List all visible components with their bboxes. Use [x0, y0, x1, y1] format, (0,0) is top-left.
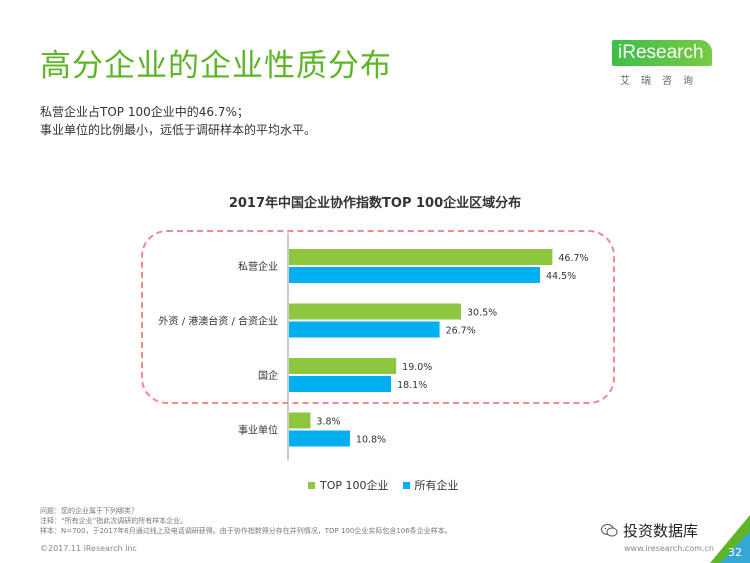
bar-top100 [289, 249, 553, 265]
corner-decoration-blue [720, 531, 750, 563]
legend-item-top100: TOP 100企业 [308, 477, 389, 493]
category-label: 外资 / 港澳台资 / 合资企业 [159, 315, 278, 328]
note-annotation: 注释：“所有企业”指此次调研的所有样本企业。 [40, 517, 188, 525]
bar-all [289, 267, 540, 283]
bar-all [289, 430, 350, 447]
logo-text: iResearch [612, 40, 712, 66]
wechat-watermark: 投资数据库 [601, 520, 698, 541]
note-question: 问题：您的企业属于下列哪类？ [40, 507, 138, 515]
data-label: 18.1% [397, 380, 427, 391]
watermark-text: 投资数据库 [623, 522, 699, 540]
data-label: 30.5% [467, 308, 497, 319]
legend-label-top100: TOP 100企业 [320, 479, 389, 492]
highlight-dashed-box [141, 230, 615, 404]
category-label: 事业单位 [238, 424, 278, 437]
data-label: 3.8% [316, 417, 340, 428]
data-label: 46.7% [558, 253, 588, 264]
summary-line-2: 事业单位的比例最小，远低于调研样本的平均水平。 [40, 123, 317, 137]
page-number: 32 [728, 546, 742, 559]
data-label: 19.0% [402, 362, 432, 373]
legend-label-all: 所有企业 [414, 479, 459, 492]
chart-notes: 问题：您的企业属于下列哪类？ 注释：“所有企业”指此次调研的所有样本企业。 样本… [40, 506, 452, 536]
copyright: ©2017.11 iResearch Inc [40, 544, 137, 553]
data-label: 10.8% [356, 435, 386, 446]
website-url: www.iresearch.com.cn [624, 544, 714, 553]
summary-line-1: 私营企业占TOP 100企业中的46.7%； [40, 105, 249, 119]
legend-swatch-top100 [308, 481, 315, 489]
data-label: 44.5% [546, 271, 576, 282]
page-title: 高分企业的企业性质分布 [40, 48, 392, 84]
legend-swatch-all [402, 481, 410, 489]
logo-subtitle: 艾瑞咨询 [620, 76, 704, 87]
category-label: 私营企业 [238, 260, 278, 273]
legend-item-all: 所有企业 [402, 477, 459, 493]
bar-top100 [289, 358, 397, 374]
bar-top100 [289, 412, 311, 429]
iresearch-logo: iResearch 艾瑞咨询 [612, 38, 722, 88]
bar-all [289, 376, 392, 392]
category-label: 国企 [258, 369, 278, 382]
chart-title: 2017年中国企业协作指数TOP 100企业区域分布 [228, 196, 522, 211]
wechat-icon [601, 524, 618, 537]
data-label: 26.7% [446, 326, 476, 337]
summary-text: 私营企业占TOP 100企业中的46.7%； 事业单位的比例最小，远低于调研样本… [40, 103, 316, 139]
chart-legend: TOP 100企业 所有企业 [308, 477, 459, 493]
bar-top100 [289, 303, 462, 320]
bar-all [289, 321, 440, 338]
note-sample: 样本：N=700，于2017年6月通过线上及电话调研获得。由于协作指数得分存在并… [40, 527, 452, 535]
